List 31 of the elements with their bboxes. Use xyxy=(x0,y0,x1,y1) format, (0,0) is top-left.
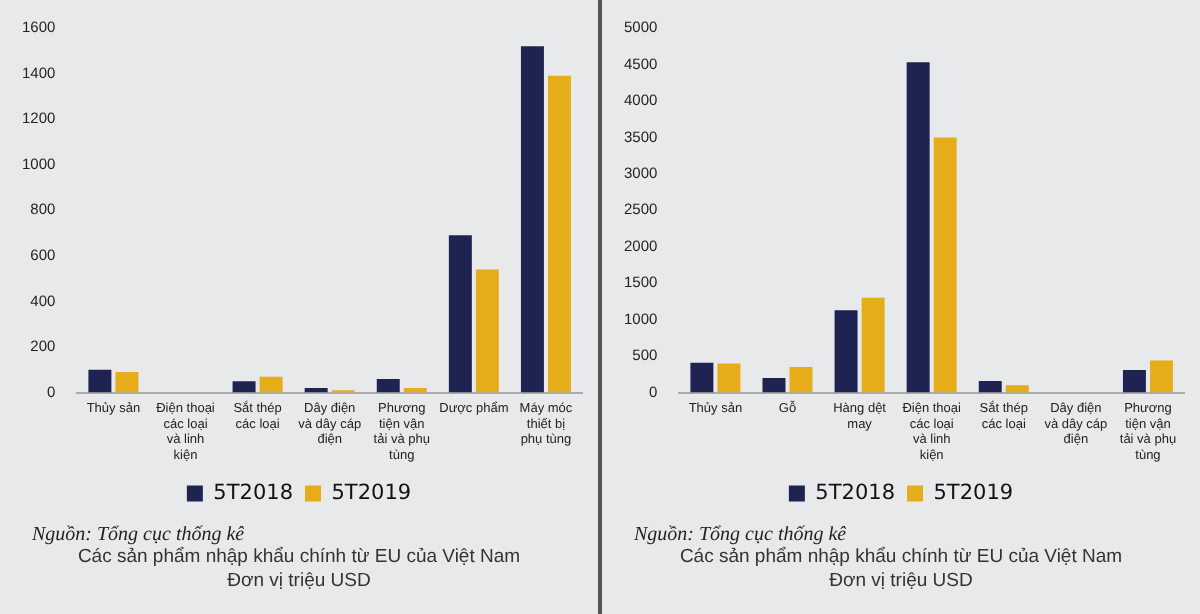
bar xyxy=(547,75,571,393)
bar xyxy=(520,46,544,393)
text: Đơn vị triệu USD xyxy=(827,570,975,594)
bar xyxy=(376,378,400,393)
bar xyxy=(762,378,786,393)
text: Nguồn: Tổng cục thống kê xyxy=(32,524,247,546)
bar xyxy=(906,62,930,393)
text: Các sản phẩm nhập khẩu chính từ EU của Việt Nam xyxy=(677,546,1125,570)
bar xyxy=(933,137,957,393)
bar xyxy=(690,362,714,393)
bar xyxy=(861,297,885,393)
bar xyxy=(978,380,1002,393)
bar xyxy=(115,372,139,393)
bar xyxy=(1005,385,1029,393)
text: Đơn vị triệu USD xyxy=(225,570,373,594)
legend-label: 5T2018 xyxy=(815,480,896,505)
text: Nguồn: Tổng cục thống kê xyxy=(634,524,849,546)
bar xyxy=(232,381,256,393)
legend-label: 5T2019 xyxy=(331,480,412,505)
bar xyxy=(448,235,472,393)
bar xyxy=(1149,360,1173,393)
bar xyxy=(789,367,813,393)
legend-label: 5T2019 xyxy=(933,480,1014,505)
legend-label: 5T2018 xyxy=(213,480,294,505)
bar xyxy=(475,269,499,393)
bar xyxy=(834,310,858,393)
bar xyxy=(1122,370,1146,393)
bar xyxy=(88,369,112,393)
bar xyxy=(717,363,741,393)
text: Các sản phẩm nhập khẩu chính từ EU của Việt Nam xyxy=(75,546,523,570)
bar xyxy=(259,376,283,393)
